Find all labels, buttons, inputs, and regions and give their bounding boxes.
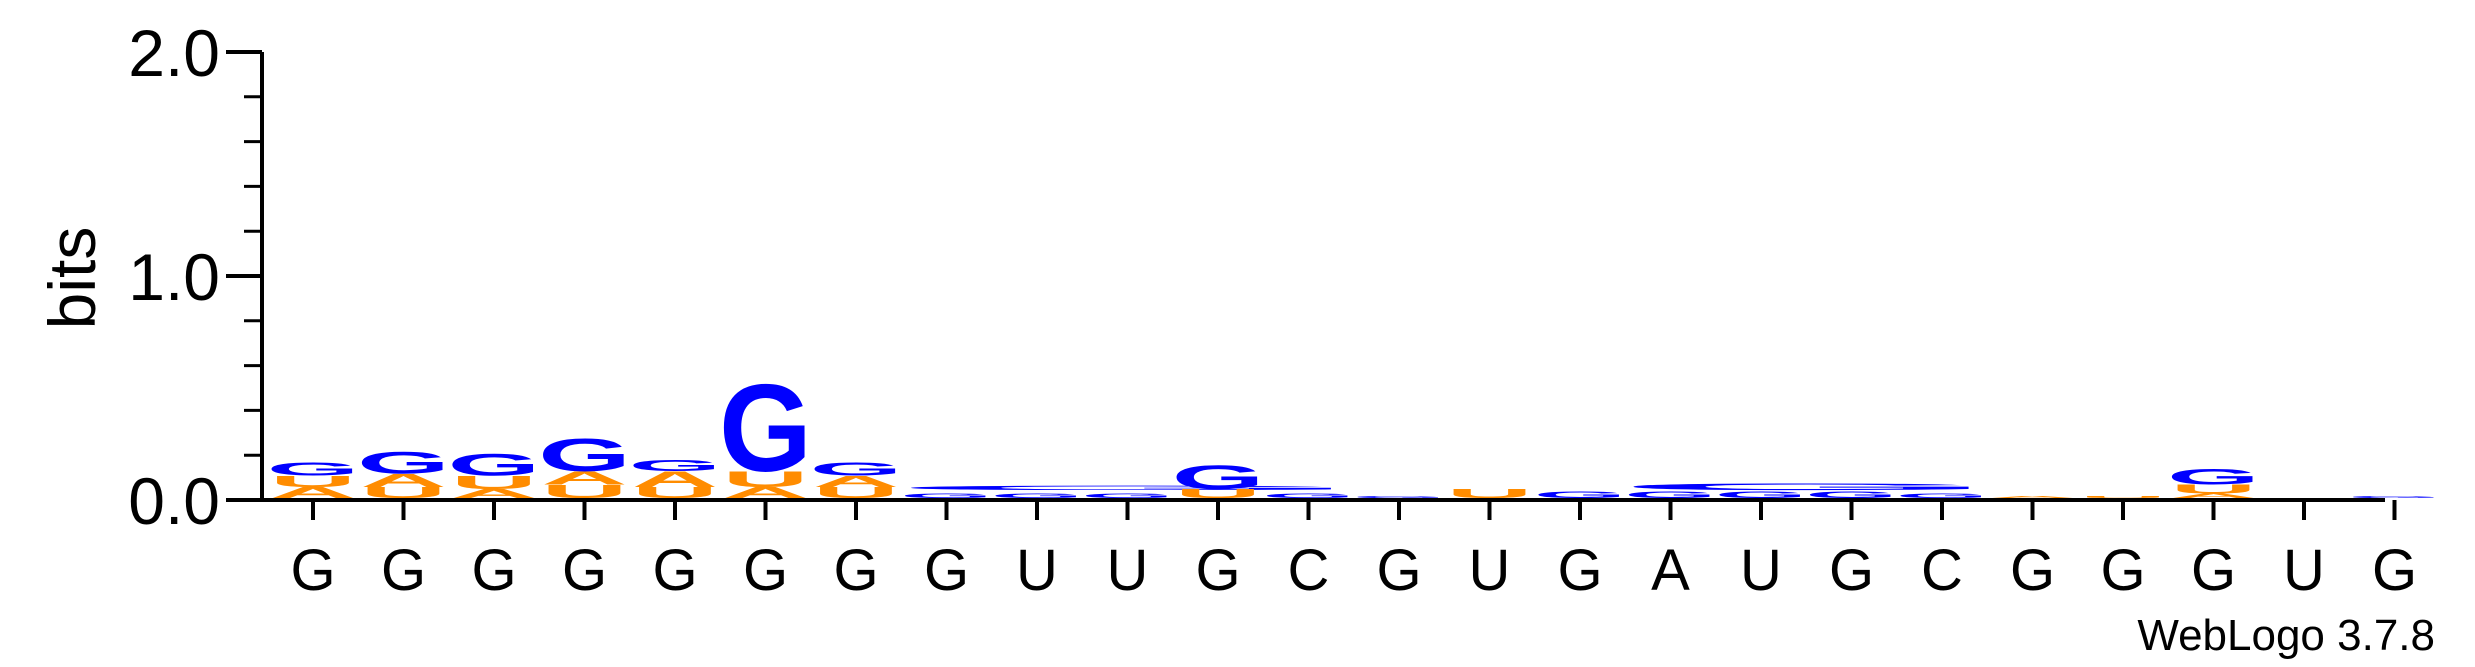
logo-letter-g: G: [1081, 492, 1174, 499]
logo-letter-g: G: [1353, 495, 1446, 498]
logo-letter-u: U: [2080, 495, 2166, 498]
y-tick-label: 1.0: [128, 240, 220, 314]
logo-letter-g: G: [1624, 490, 1717, 500]
x-tick-label: U: [1469, 538, 1511, 603]
logo-letter-u: U: [1175, 487, 1261, 501]
x-tick-label: U: [2283, 538, 2325, 603]
logo-letter-u: U: [1446, 487, 1532, 501]
y-tick-label: 2.0: [128, 16, 220, 90]
x-tick-label: G: [2100, 538, 2145, 603]
logo-letter-g: G: [1896, 492, 1989, 499]
weblogo-version-label: WebLogo 3.7.8: [2137, 611, 2435, 660]
logo-letter-g: G: [2348, 495, 2441, 498]
logo-letter-a: A: [632, 467, 718, 491]
x-tick-label: G: [1829, 538, 1874, 603]
x-tick-label: G: [471, 538, 516, 603]
logo-letter-a: A: [722, 484, 808, 501]
x-tick-label: G: [2372, 538, 2417, 603]
x-tick-label: G: [1376, 538, 1421, 603]
y-axis: 0.0 1.0 2.0: [128, 16, 264, 538]
x-tick-label: A: [1651, 538, 1690, 603]
logo-letter-u: U: [813, 484, 899, 501]
y-tick-label: 0.0: [128, 464, 220, 538]
logo-letter-g: G: [448, 448, 541, 483]
logo-letter-g: G: [357, 446, 450, 481]
x-tick-label: G: [743, 538, 788, 603]
logo-letter-a: A: [541, 468, 627, 489]
logo-letter-u: U: [270, 473, 356, 490]
logo-letter-g: G: [2167, 465, 2260, 489]
logo-letter-a: A: [2170, 492, 2256, 499]
logo-letter-g: G: [810, 459, 903, 480]
x-tick-label: G: [2191, 538, 2236, 603]
x-tick-label: C: [1288, 538, 1330, 603]
x-tick-label: G: [562, 538, 607, 603]
x-tick-label: C: [1921, 538, 1963, 603]
logo-letter-g: G: [1534, 490, 1627, 500]
logo-letter-g: G: [1262, 492, 1355, 499]
logo-letter-g: G: [1172, 458, 1265, 497]
logo-letter-g: G: [267, 459, 360, 480]
logo-letter-a: A: [270, 484, 356, 501]
logo-letter-g: G: [538, 429, 631, 481]
logo-letter-a: A: [360, 470, 446, 491]
logo-letter-g: G: [719, 359, 812, 498]
logo-letter-u: U: [632, 484, 718, 501]
x-tick-label: U: [1740, 538, 1782, 603]
logo-letter-u: U: [360, 484, 446, 501]
logo-letter-u: U: [722, 467, 808, 491]
x-tick-label: G: [2010, 538, 2055, 603]
x-tick-label: U: [1107, 538, 1149, 603]
logo-letter-g: G: [886, 484, 1370, 491]
x-tick-label: G: [652, 538, 697, 603]
logo-letter-a: A: [451, 487, 537, 501]
logo-letter-u: U: [451, 472, 537, 493]
x-tick-label: G: [381, 538, 426, 603]
logo-letter-a: A: [813, 473, 899, 490]
logo-letter-g: G: [1613, 482, 1999, 492]
logo-letter-g: G: [1805, 490, 1898, 500]
logo-letter-u: U: [2170, 482, 2256, 496]
logo-letter-g: G: [629, 457, 722, 474]
logo-letter-g: G: [900, 492, 993, 499]
logo-letter-g: G: [991, 492, 1084, 499]
x-tick-label: G: [1557, 538, 1602, 603]
y-axis-label: bits: [35, 227, 109, 330]
x-tick-label: G: [833, 538, 878, 603]
logo-letter-a: A: [1989, 495, 2075, 498]
x-tick-label: G: [290, 538, 335, 603]
logo-letter-u: U: [541, 481, 627, 502]
x-tick-label: U: [1016, 538, 1058, 603]
x-tick-label: G: [924, 538, 969, 603]
logo-letter-g: G: [1715, 490, 1808, 500]
x-tick-label: G: [1195, 538, 1240, 603]
